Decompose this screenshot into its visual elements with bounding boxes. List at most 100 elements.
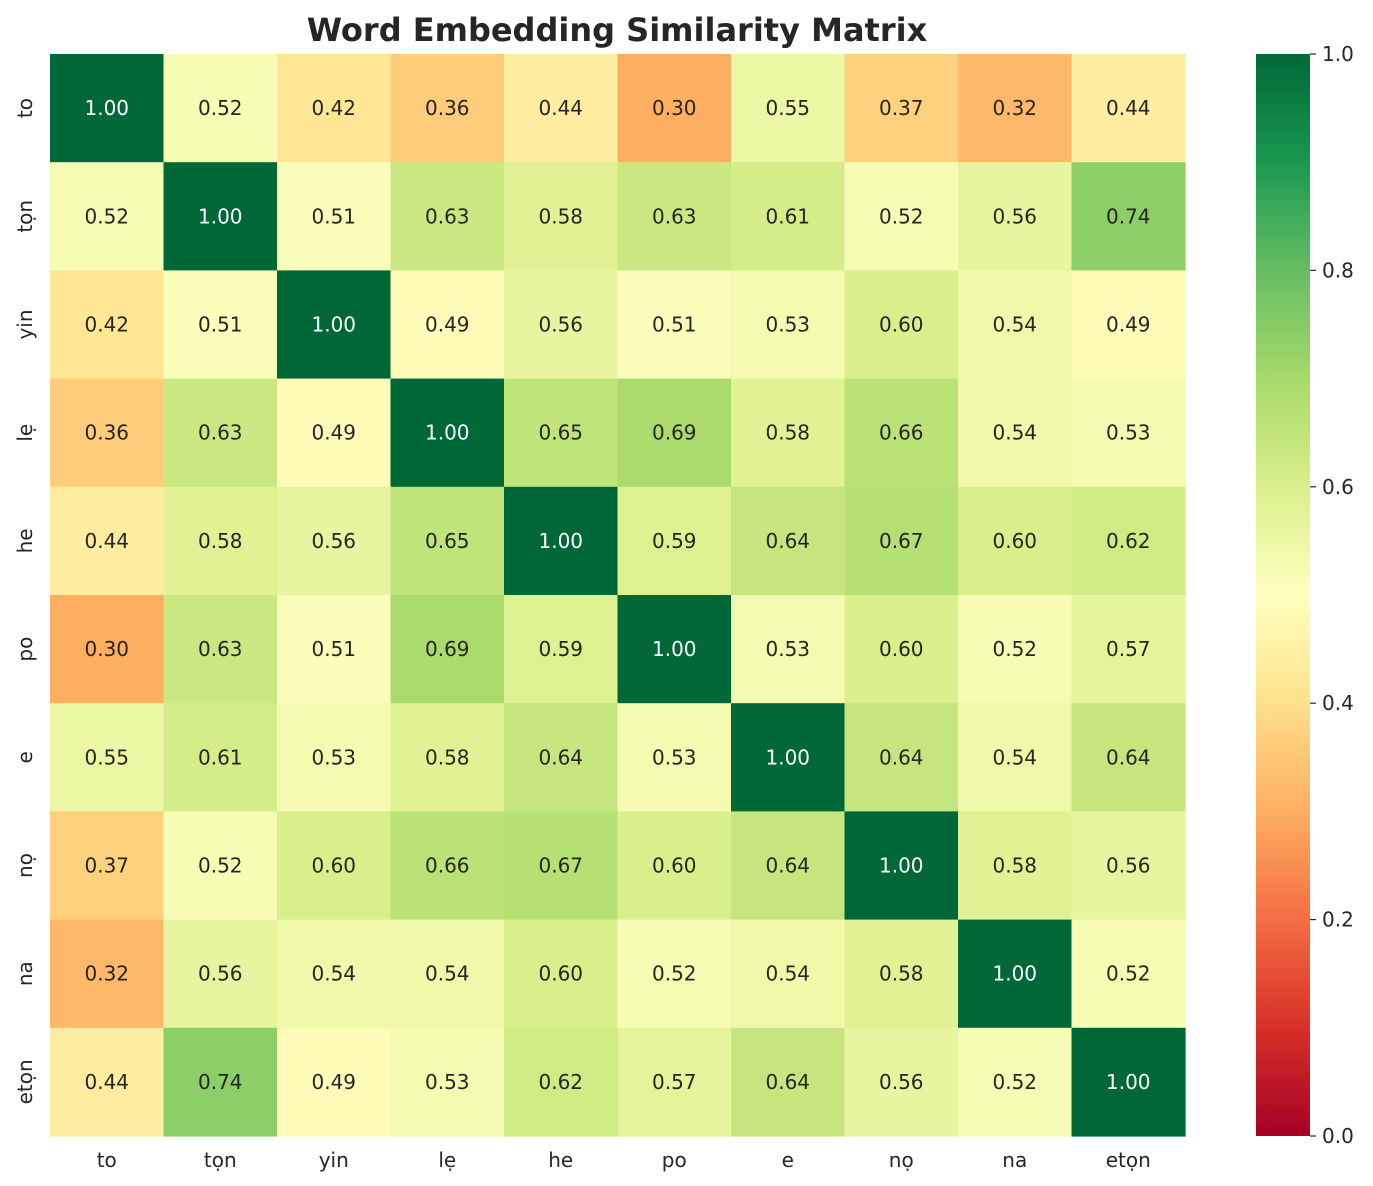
cell-value-label: 0.66 (425, 854, 470, 878)
cell-value-label: 0.60 (992, 529, 1037, 553)
heatmap-cell (958, 162, 1073, 271)
heatmap-cell (277, 378, 392, 488)
cell-value-label: 0.55 (765, 96, 810, 120)
cell-value-label: 1.00 (992, 962, 1037, 986)
heatmap-cell (617, 162, 732, 271)
heatmap-cell (844, 162, 959, 271)
cell-value-label: 0.30 (652, 96, 697, 120)
heatmap-cell (617, 703, 732, 812)
cell-value-label: 0.57 (1106, 637, 1151, 661)
cell-value-label: 0.59 (538, 637, 583, 661)
heatmap-cell (731, 486, 846, 596)
heatmap-cell (390, 162, 505, 271)
x-tick-label: tọn (204, 1148, 237, 1172)
heatmap-cell (844, 703, 959, 812)
heatmap-cell (163, 703, 278, 812)
cell-value-label: 0.49 (1106, 313, 1151, 337)
cell-value-label: 0.59 (652, 529, 697, 553)
heatmap-cell (617, 486, 732, 596)
heatmap-cell (958, 595, 1073, 704)
colorbar-gradient (1256, 54, 1310, 1136)
cell-value-label: 1.00 (879, 854, 924, 878)
cell-value-label: 0.53 (311, 745, 356, 769)
cell-value-label: 0.53 (765, 637, 810, 661)
cell-value-label: 0.67 (879, 529, 924, 553)
y-tick-label: na (13, 961, 37, 986)
cell-value-label: 1.00 (425, 421, 470, 445)
heatmap-cell (277, 703, 392, 812)
cell-value-label: 0.60 (311, 854, 356, 878)
cell-value-label: 0.65 (538, 421, 583, 445)
heatmap-cell (958, 1027, 1073, 1137)
heatmap-cell (844, 595, 959, 704)
cell-value-label: 0.58 (992, 854, 1037, 878)
cell-value-label: 0.55 (84, 745, 129, 769)
cell-value-label: 0.66 (879, 421, 924, 445)
cell-value-label: 0.44 (84, 1070, 129, 1094)
heatmap-cell (277, 811, 392, 921)
colorbar-tick-label: 1.0 (1322, 42, 1354, 66)
heatmap-cell (1071, 1027, 1186, 1137)
cell-value-label: 0.52 (84, 204, 129, 228)
heatmap-cell (277, 270, 392, 380)
cell-value-label: 0.51 (652, 313, 697, 337)
heatmap-cell (277, 919, 392, 1029)
cell-value-label: 0.63 (198, 637, 243, 661)
cell-value-label: 0.49 (311, 421, 356, 445)
heatmap-cell (390, 486, 505, 596)
cell-value-label: 0.58 (879, 962, 924, 986)
cell-value-label: 0.53 (1106, 421, 1151, 445)
cell-value-label: 1.00 (652, 637, 697, 661)
heatmap-cell (50, 595, 165, 704)
heatmap-cell (617, 811, 732, 921)
heatmap-cell (844, 811, 959, 921)
cell-value-label: 0.62 (538, 1070, 583, 1094)
cell-value-label: 0.37 (879, 96, 924, 120)
cell-value-label: 0.51 (311, 204, 356, 228)
y-axis-ticks: to tọn yin lẹ he po e nọ na etọn (13, 98, 37, 1104)
x-tick-label: to (97, 1148, 117, 1172)
cell-value-label: 0.52 (652, 962, 697, 986)
cell-value-label: 0.64 (1106, 745, 1151, 769)
heatmap-cell (390, 378, 505, 488)
cell-value-label: 0.64 (765, 529, 810, 553)
cell-value-label: 0.64 (765, 854, 810, 878)
cell-value-label: 0.56 (198, 962, 243, 986)
cell-value-label: 0.64 (879, 745, 924, 769)
cell-value-label: 0.74 (1106, 204, 1151, 228)
cell-value-label: 0.69 (652, 421, 697, 445)
heatmap-cell (390, 54, 505, 163)
heatmap-cell (50, 270, 165, 380)
cell-value-label: 0.36 (425, 96, 470, 120)
heatmap-cell (504, 378, 619, 488)
y-tick-label: po (13, 637, 37, 662)
heatmap-cell (277, 162, 392, 271)
heatmap-cell (1071, 595, 1186, 704)
cell-value-label: 0.63 (198, 421, 243, 445)
heatmap-cell (390, 595, 505, 704)
heatmap-cell (731, 378, 846, 488)
heatmap-cell (958, 378, 1073, 488)
cell-value-label: 0.60 (879, 637, 924, 661)
heatmap-cell (1071, 703, 1186, 812)
cell-value-label: 0.62 (1106, 529, 1151, 553)
cell-value-label: 0.54 (992, 421, 1037, 445)
heatmap-cell (390, 270, 505, 380)
heatmap-cell (958, 486, 1073, 596)
cell-value-label: 0.44 (1106, 96, 1151, 120)
heatmap-cell (277, 595, 392, 704)
heatmap-cell (1071, 486, 1186, 596)
cell-value-label: 0.49 (425, 313, 470, 337)
cell-value-label: 0.60 (538, 962, 583, 986)
heatmap-cell (1071, 919, 1186, 1029)
cell-value-label: 0.52 (992, 637, 1037, 661)
cell-value-label: 0.54 (992, 745, 1037, 769)
cell-value-label: 1.00 (1106, 1070, 1151, 1094)
cell-value-label: 0.61 (765, 204, 810, 228)
cell-value-label: 0.56 (879, 1070, 924, 1094)
cell-value-label: 0.49 (311, 1070, 356, 1094)
heatmap-cell (958, 270, 1073, 380)
cell-value-label: 0.60 (652, 854, 697, 878)
heatmap-cell (731, 1027, 846, 1137)
